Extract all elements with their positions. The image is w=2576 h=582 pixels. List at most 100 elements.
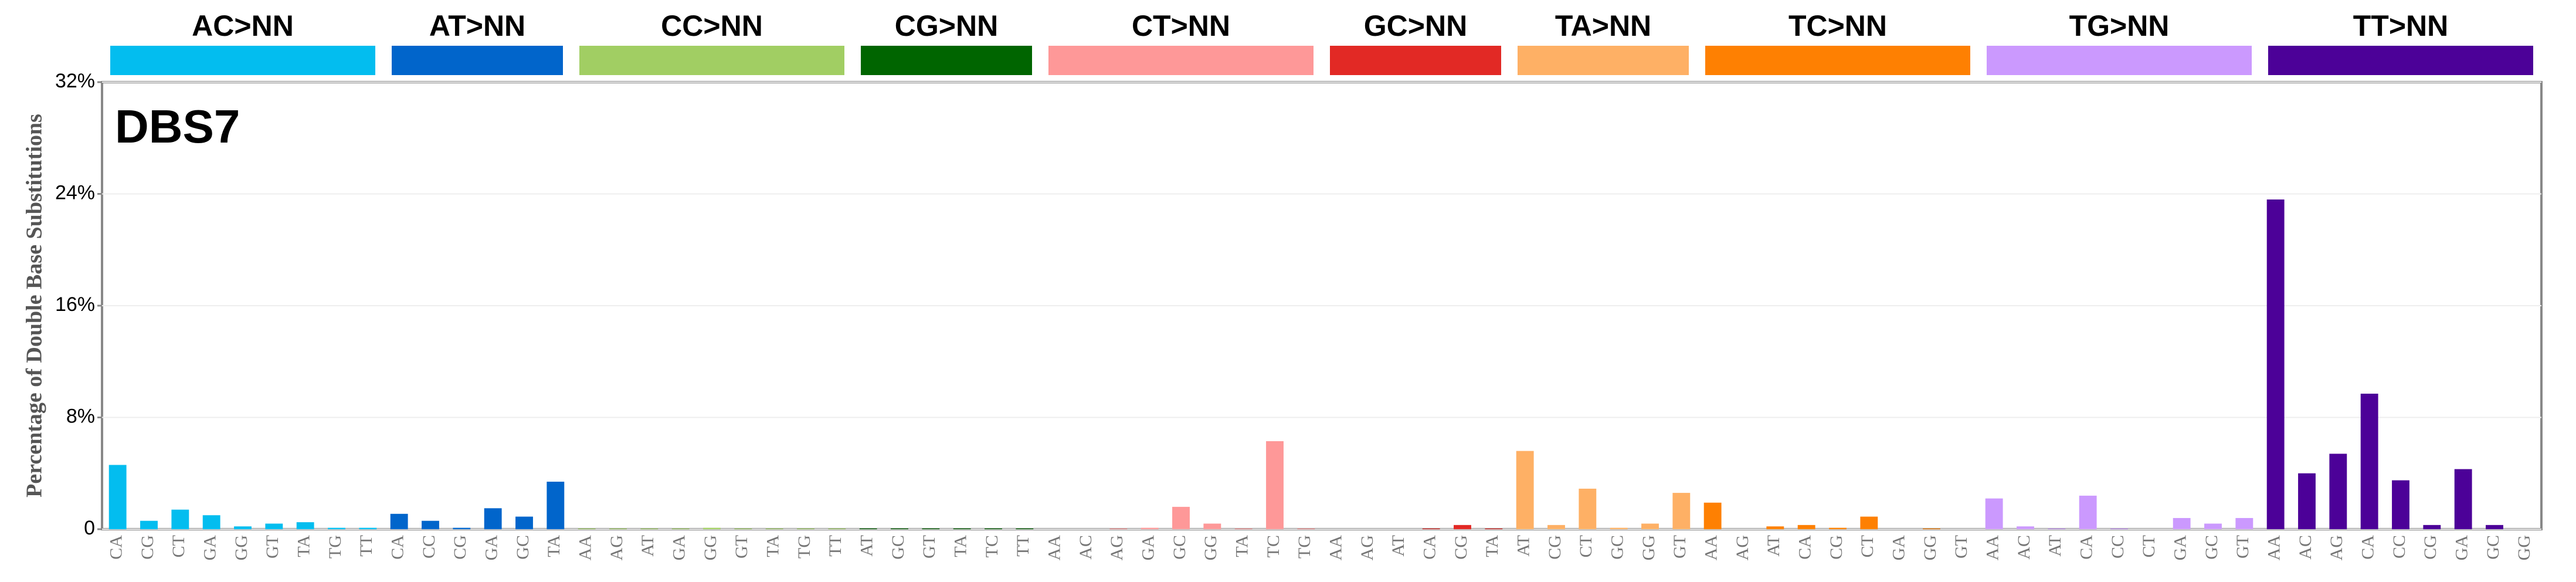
x-tick-label: TA (1482, 535, 1502, 557)
y-tick-label: 16% (55, 293, 95, 316)
bar (703, 527, 721, 529)
bar (265, 523, 283, 529)
x-tick-label: TT (357, 535, 376, 557)
x-tick-label: AA (576, 535, 595, 561)
bar (2235, 517, 2253, 529)
bar (2392, 480, 2409, 529)
x-tick-label: AG (1733, 535, 1752, 560)
bar (1579, 488, 1597, 529)
x-tick-label: CA (2077, 535, 2096, 560)
group-header (1048, 46, 1314, 75)
x-tick-label: AA (2265, 535, 2284, 561)
x-tick-label: CA (388, 535, 408, 560)
bar (2017, 526, 2034, 529)
x-tick-label: CG (450, 535, 470, 560)
x-tick-label: CG (2421, 535, 2440, 560)
bar (547, 482, 565, 529)
x-tick-label: AG (1107, 535, 1126, 560)
bar (1141, 527, 1159, 529)
bar (422, 520, 439, 529)
x-tick-label: GG (1201, 535, 1220, 560)
bar (1829, 527, 1847, 529)
group-label: TC>NN (1788, 9, 1887, 42)
x-tick-label: TG (325, 535, 345, 559)
bar (2360, 394, 2378, 529)
bar (328, 527, 345, 529)
group-header (1330, 46, 1501, 75)
x-tick-label: GC (2202, 535, 2221, 560)
x-tick-label: AT (1514, 535, 1533, 557)
bar (515, 516, 533, 529)
x-tick-label: GT (732, 535, 751, 559)
x-tick-label: GA (670, 535, 689, 561)
x-tick-label: CC (419, 535, 439, 559)
bar (2079, 495, 2097, 529)
bar (1703, 502, 1722, 529)
bar (453, 527, 471, 529)
x-tick-label: AG (607, 535, 626, 560)
bar (2454, 469, 2472, 529)
x-tick-label: AT (857, 535, 877, 557)
x-tick-label: TT (826, 535, 845, 557)
x-tick-label: CT (1858, 535, 1877, 557)
chart-title: DBS7 (115, 100, 240, 153)
x-tick-label: AA (1326, 535, 1346, 561)
bar (2329, 454, 2347, 529)
x-tick-label: GT (919, 535, 939, 559)
group-label: CC>NN (661, 9, 763, 42)
x-tick-label: AC (1076, 535, 1095, 560)
x-tick-label: GC (1170, 535, 1189, 560)
bar (1672, 493, 1691, 529)
group-header (1518, 46, 1689, 75)
bar (484, 508, 502, 529)
group-label: GC>NN (1364, 9, 1467, 42)
x-tick-label: CT (1576, 535, 1596, 557)
x-tick-label: GC (2483, 535, 2503, 560)
group-label: CG>NN (895, 9, 998, 42)
x-tick-label: GT (2233, 535, 2252, 559)
bar (1547, 525, 1565, 529)
x-tick-label: GA (482, 535, 501, 561)
group-label: CT>NN (1132, 9, 1230, 42)
bar (202, 515, 220, 529)
x-tick-label: GG (2514, 535, 2534, 560)
bar (2173, 517, 2191, 529)
x-tick-label: CG (1451, 535, 1471, 560)
y-tick-label: 8% (66, 405, 95, 427)
y-tick-label: 0 (84, 517, 95, 539)
bar (359, 527, 377, 529)
y-axis-label: Percentage of Double Base Substitutions (22, 114, 47, 498)
x-tick-label: AC (2014, 535, 2034, 560)
x-tick-label: GA (2452, 535, 2472, 561)
x-tick-label: AA (1702, 535, 1721, 561)
x-tick-label: CA (107, 535, 126, 560)
group-header (579, 46, 844, 75)
x-tick-label: TT (1013, 535, 1033, 557)
x-tick-label: TC (982, 535, 1002, 557)
x-tick-label: CA (2358, 535, 2378, 560)
x-tick-label: CG (1827, 535, 1846, 560)
x-tick-label: GG (1920, 535, 1940, 560)
x-tick-label: TG (1295, 535, 1314, 559)
x-tick-label: AC (2296, 535, 2315, 560)
bar (390, 513, 408, 529)
x-tick-label: GA (201, 535, 220, 561)
x-tick-label: AT (2045, 535, 2065, 557)
bar (171, 509, 189, 529)
x-tick-label: GG (1639, 535, 1658, 560)
x-tick-label: CA (1796, 535, 1815, 560)
bar (1766, 526, 1784, 529)
bar (1985, 498, 2003, 529)
group-header (110, 46, 375, 75)
group-label: AC>NN (192, 9, 294, 42)
bar (1454, 525, 1471, 529)
bar (234, 526, 252, 529)
x-tick-label: GG (232, 535, 251, 560)
x-tick-label: TC (1264, 535, 1283, 557)
group-label: AT>NN (429, 9, 525, 42)
bar (2486, 525, 2503, 529)
x-tick-label: TG (795, 535, 814, 559)
x-tick-label: TA (1233, 535, 1252, 557)
x-tick-label: CA (1420, 535, 1440, 560)
